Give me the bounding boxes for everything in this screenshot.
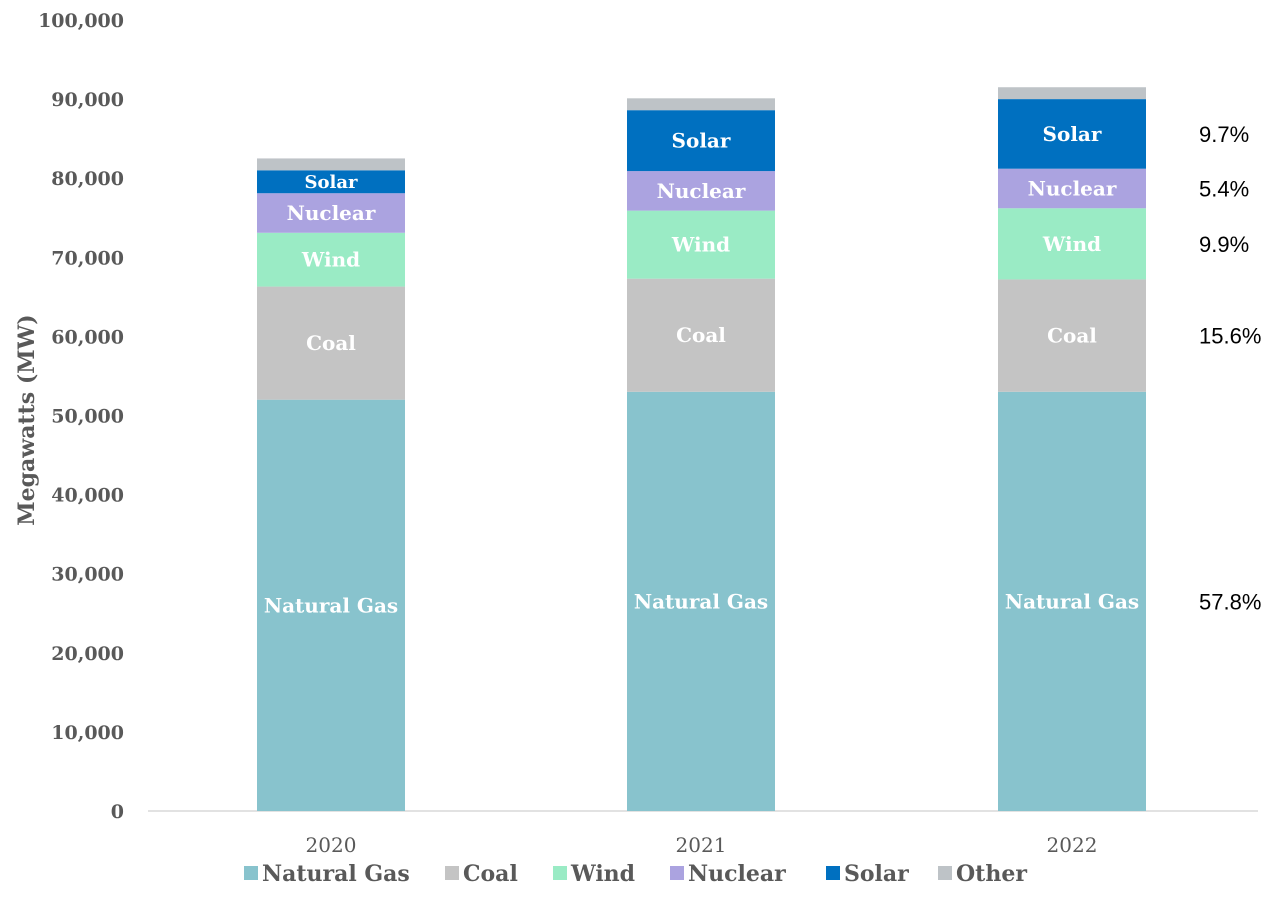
bar-segment-label: Solar (1043, 122, 1102, 146)
bar-segment (257, 286, 405, 400)
x-tick-label: 2022 (1047, 833, 1098, 857)
bar-segment (627, 210, 775, 279)
bar-segment-label: Solar (305, 172, 359, 193)
y-tick-label: 70,000 (51, 247, 124, 269)
bar-segment (257, 232, 405, 287)
legend-label: Solar (844, 861, 909, 887)
bar-segment (627, 391, 775, 811)
percent-annotation: 15.6% (1199, 324, 1261, 349)
legend-swatch (553, 866, 567, 880)
bar-segment (257, 399, 405, 811)
bar-segment (998, 279, 1146, 392)
y-axis: 0 10,000 20,000 30,000 40,000 50,000 60,000 70,… (38, 10, 124, 823)
y-tick-label: 60,000 (51, 326, 124, 348)
bar-segment-label: Natural Gas (1005, 589, 1139, 613)
bar-segment-label: Solar (672, 129, 731, 153)
y-tick-label: 90,000 (51, 89, 124, 111)
legend-swatch (670, 866, 684, 880)
bar-segment (998, 168, 1146, 209)
bar-segment (627, 98, 775, 111)
legend-swatch (244, 866, 258, 880)
legend-label: Nuclear (688, 861, 786, 887)
bar-segment-label: Wind (301, 248, 360, 272)
bar-segment-label: Nuclear (657, 179, 746, 203)
bar-segment-label: Coal (306, 331, 356, 355)
y-tick-label: 10,000 (51, 722, 124, 744)
bar-segment (627, 278, 775, 392)
bar-segment-label: Nuclear (1028, 176, 1117, 200)
legend: Natural Gas Coal Wind Nuclear Solar Other (244, 861, 1027, 887)
bar-segment (257, 170, 405, 194)
legend-swatch (445, 866, 459, 880)
x-tick-label: 2021 (676, 833, 727, 857)
bar-segment-label: Natural Gas (634, 589, 768, 613)
bar-segment-label: Coal (676, 323, 726, 347)
bar-segment-label: Wind (671, 233, 730, 257)
bar-segment (257, 158, 405, 171)
bar-segment (998, 99, 1146, 169)
bar-segment (627, 171, 775, 211)
y-axis-label: Megawatts (MW) (14, 314, 40, 525)
percent-annotations: 9.7% 5.4% 9.9% 15.6% 57.8% (1199, 122, 1261, 614)
y-tick-label: 20,000 (51, 643, 124, 665)
percent-annotation: 5.4% (1199, 176, 1249, 201)
legend-label: Other (956, 861, 1027, 887)
legend-swatch (938, 866, 952, 880)
x-axis: 2020 2021 2022 (306, 833, 1098, 857)
y-tick-label: 50,000 (51, 406, 124, 428)
bar-segment-label: Natural Gas (264, 593, 398, 617)
bars: Natural Gas Coal Wind Nuclear Solar Natural G… (257, 87, 1146, 811)
percent-annotation: 9.7% (1199, 122, 1249, 147)
legend-swatch (826, 866, 840, 880)
bar-segment (998, 391, 1146, 811)
bar-segment (257, 193, 405, 233)
percent-annotation: 9.9% (1199, 232, 1249, 257)
y-tick-label: 80,000 (51, 168, 124, 190)
percent-annotation: 57.8% (1199, 589, 1261, 614)
x-tick-label: 2020 (306, 833, 357, 857)
bar-segment-label: Coal (1047, 324, 1097, 348)
y-tick-label: 40,000 (51, 485, 124, 507)
y-tick-label: 100,000 (38, 10, 124, 32)
bar-segment (998, 208, 1146, 280)
bar-segment (627, 110, 775, 172)
legend-label: Natural Gas (262, 861, 410, 887)
y-tick-label: 0 (111, 801, 124, 823)
bar-segment (998, 87, 1146, 100)
bar-segment-label: Wind (1042, 232, 1101, 256)
legend-label: Coal (463, 861, 518, 887)
y-tick-label: 30,000 (51, 564, 124, 586)
legend-label: Wind (570, 861, 635, 887)
bar-segment-label: Nuclear (287, 201, 376, 225)
